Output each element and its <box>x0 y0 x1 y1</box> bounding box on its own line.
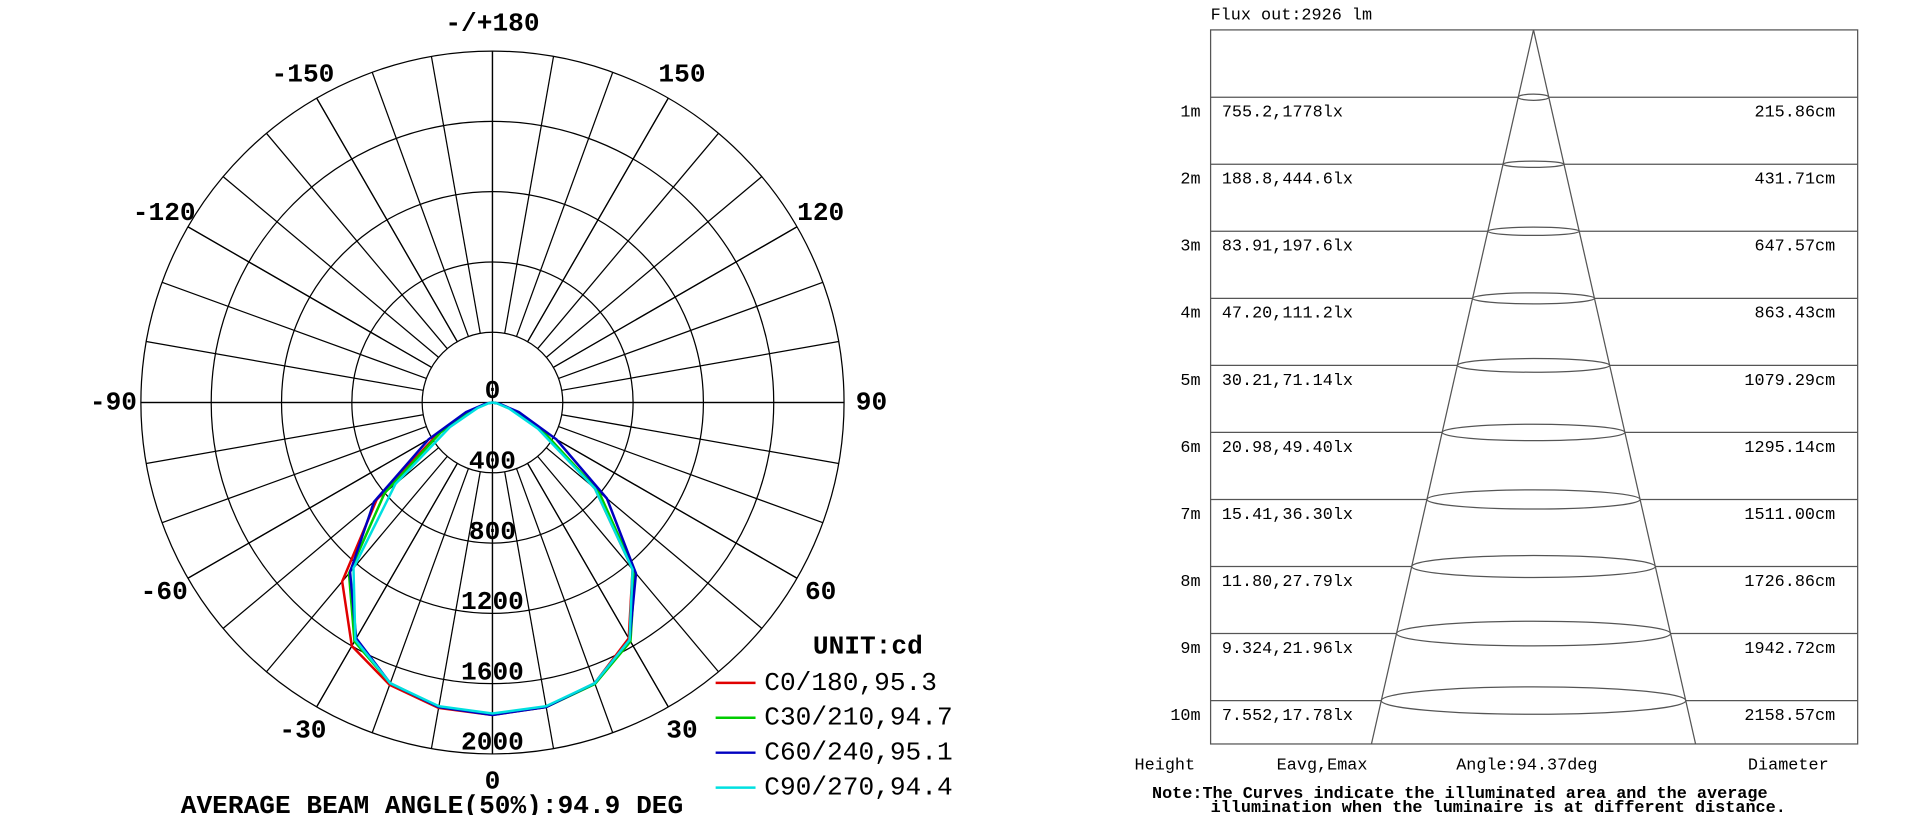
beam-ellipse <box>1471 292 1596 305</box>
row-height: 10m <box>1170 707 1200 726</box>
row-height: 7m <box>1180 506 1200 525</box>
row-diameter: 1726.86cm <box>1744 573 1835 592</box>
legend-label: C90/270,94.4 <box>764 772 952 802</box>
row-diameter: 215.86cm <box>1754 104 1835 123</box>
angle-grid-line <box>187 437 432 579</box>
flux-title: Flux out:2926 lm <box>1211 6 1372 25</box>
column-label: Diameter <box>1748 757 1829 776</box>
row-illuminance: 30.21,71.14lx <box>1222 372 1353 391</box>
polar-chart: 0 30 60 90 120 150 -/+180 -150 -120 -90 -60 -30 0 400… <box>90 9 953 815</box>
angle-tick-label: 30 <box>666 716 697 746</box>
angle-tick-label: -90 <box>90 387 137 417</box>
intensity-curve <box>348 401 638 717</box>
beam-ellipse <box>1487 226 1580 237</box>
angle-tick-label: 60 <box>805 577 836 607</box>
column-label: Angle:94.37deg <box>1456 757 1597 776</box>
row-height: 4m <box>1180 305 1200 324</box>
beam-ellipse <box>1517 93 1550 101</box>
angle-grid-line <box>316 97 458 342</box>
row-diameter: 863.43cm <box>1754 305 1835 324</box>
angle-tick-label: -150 <box>272 59 335 89</box>
row-height: 6m <box>1180 439 1200 458</box>
row-diameter: 1511.00cm <box>1744 506 1835 525</box>
row-height: 3m <box>1180 238 1200 257</box>
angle-tick-label: 90 <box>856 387 887 417</box>
row-illuminance: 15.41,36.30lx <box>1222 506 1353 525</box>
beam-angle-footer: AVERAGE BEAM ANGLE(50%):94.9 DEG <box>181 791 683 815</box>
column-label: Height <box>1135 757 1196 776</box>
radial-tick-label: 2000 <box>461 728 524 758</box>
beam-ellipse <box>1395 620 1672 647</box>
angle-tick-label: 150 <box>658 59 705 89</box>
cone-edge <box>1532 29 1697 745</box>
row-height: 8m <box>1180 573 1200 592</box>
angle-grid-line <box>187 226 432 368</box>
row-diameter: 431.71cm <box>1754 171 1835 190</box>
row-diameter: 1295.14cm <box>1744 439 1835 458</box>
angle-tick-label: -30 <box>279 716 326 746</box>
radial-tick-label: 1600 <box>461 657 524 687</box>
note-line: illumination when the luminaire is at di… <box>1211 799 1786 815</box>
intensity-curve <box>352 401 634 715</box>
row-illuminance: 9.324,21.96lx <box>1222 640 1353 659</box>
legend-label: C0/180,95.3 <box>764 668 937 698</box>
legend-label: C30/210,94.7 <box>764 703 952 733</box>
row-height: 5m <box>1180 372 1200 391</box>
radial-tick-label: 400 <box>469 446 516 476</box>
legend-label: C60/240,95.1 <box>764 738 952 768</box>
beam-ellipse <box>1380 686 1687 715</box>
row-illuminance: 20.98,49.40lx <box>1222 439 1353 458</box>
row-illuminance: 83.91,197.6lx <box>1222 238 1353 257</box>
beam-ellipse <box>1502 160 1565 168</box>
beam-ellipse <box>1441 423 1626 442</box>
angle-grid-line <box>553 437 798 579</box>
angle-tick-label: 120 <box>797 198 844 228</box>
row-illuminance: 47.20,111.2lx <box>1222 305 1353 324</box>
note-line: Note:The Curves indicate the illuminated… <box>1152 785 1768 804</box>
row-height: 2m <box>1180 171 1200 190</box>
row-illuminance: 188.8,444.6lx <box>1222 171 1353 190</box>
angle-tick-label: -/+180 <box>445 9 539 39</box>
cone-edge <box>1370 29 1535 745</box>
angle-grid-line <box>316 463 458 708</box>
unit-label: UNIT:cd <box>813 632 923 662</box>
angle-grid-line <box>553 226 798 368</box>
column-label: Eavg,Emax <box>1277 757 1368 776</box>
row-diameter: 1942.72cm <box>1744 640 1835 659</box>
angle-tick-label: 0 <box>485 766 501 796</box>
row-diameter: 1079.29cm <box>1744 372 1835 391</box>
angle-tick-label: -120 <box>133 198 196 228</box>
row-illuminance: 11.80,27.79lx <box>1222 573 1353 592</box>
beam-ellipse <box>1426 489 1641 510</box>
illuminance-diagram: Flux out:2926 lm 1m 755.2,1778lx 215.86cm 2m… <box>1135 6 1859 815</box>
row-height: 1m <box>1180 104 1200 123</box>
angle-grid-line <box>527 97 669 342</box>
row-diameter: 2158.57cm <box>1744 707 1835 726</box>
row-illuminance: 755.2,1778lx <box>1222 104 1343 123</box>
beam-ellipse <box>1456 357 1611 373</box>
radial-tick-label: 1200 <box>461 587 524 617</box>
row-height: 9m <box>1180 640 1200 659</box>
radial-tick-label: 0 <box>485 376 501 406</box>
angle-grid-line <box>527 463 669 708</box>
angle-tick-label: -60 <box>141 577 188 607</box>
row-diameter: 647.57cm <box>1754 238 1835 257</box>
beam-ellipse <box>1411 554 1656 579</box>
row-illuminance: 7.552,17.78lx <box>1222 707 1353 726</box>
radial-tick-label: 800 <box>469 517 516 547</box>
